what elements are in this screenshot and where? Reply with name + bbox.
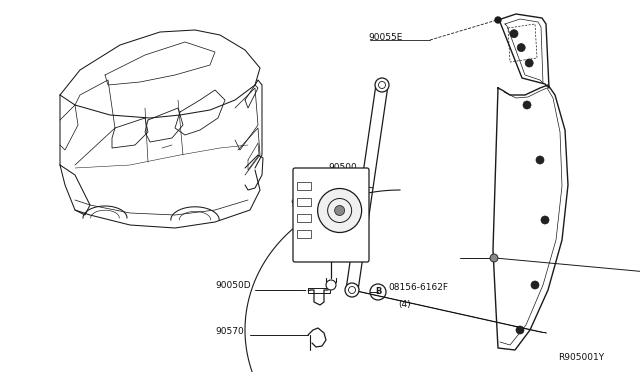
Circle shape: [495, 17, 501, 23]
Bar: [297, 230, 311, 238]
Circle shape: [531, 281, 539, 289]
Text: 90055E: 90055E: [368, 33, 403, 42]
Bar: [297, 198, 311, 206]
Circle shape: [335, 205, 344, 215]
Text: 90500: 90500: [328, 164, 356, 173]
Text: 90560M: 90560M: [290, 199, 326, 208]
Polygon shape: [498, 14, 549, 88]
Circle shape: [490, 254, 498, 262]
Circle shape: [523, 101, 531, 109]
Circle shape: [345, 283, 359, 297]
Circle shape: [541, 216, 549, 224]
Circle shape: [517, 44, 525, 52]
Circle shape: [326, 280, 336, 290]
Text: B: B: [375, 288, 381, 296]
Circle shape: [510, 30, 518, 38]
Circle shape: [375, 78, 389, 92]
FancyBboxPatch shape: [293, 168, 369, 262]
Circle shape: [317, 189, 362, 232]
Text: 08156-6162F: 08156-6162F: [388, 283, 448, 292]
Polygon shape: [346, 84, 388, 291]
Polygon shape: [493, 85, 568, 350]
Text: 90050D: 90050D: [215, 280, 251, 289]
Circle shape: [536, 156, 544, 164]
Text: 90570: 90570: [215, 327, 244, 337]
Bar: [297, 214, 311, 222]
Text: (4): (4): [398, 299, 411, 308]
Bar: [297, 182, 311, 190]
Circle shape: [516, 326, 524, 334]
Text: R905001Y: R905001Y: [558, 353, 604, 362]
Circle shape: [525, 59, 533, 67]
